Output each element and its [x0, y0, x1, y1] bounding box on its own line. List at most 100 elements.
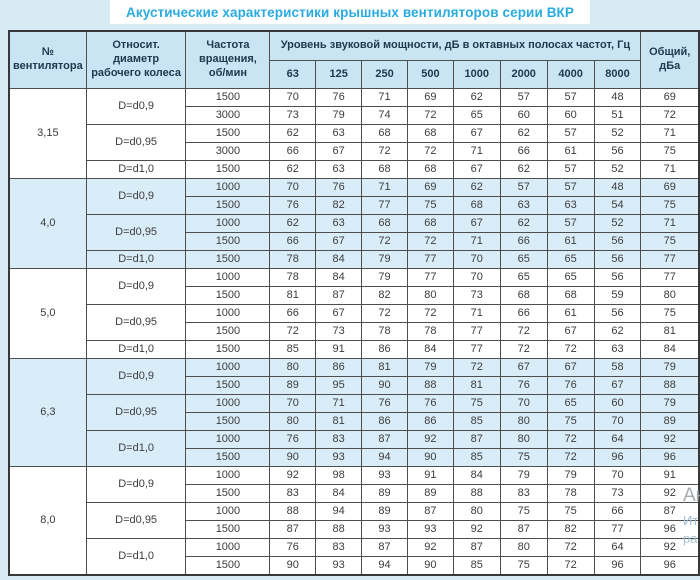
- total-cell: 92: [640, 430, 700, 449]
- spl-cell: 60: [546, 106, 595, 125]
- rpm-cell: 1000: [185, 358, 271, 377]
- spl-cell: 62: [452, 178, 501, 197]
- spl-cell: 89: [361, 484, 408, 503]
- spl-cell: 76: [406, 394, 454, 413]
- spl-cell: 73: [452, 286, 501, 305]
- spl-cell: 65: [546, 268, 595, 287]
- spl-cell: 78: [546, 484, 595, 503]
- spl-cell: 83: [315, 538, 363, 557]
- spl-cell: 62: [499, 214, 548, 233]
- spl-cell: 68: [361, 214, 408, 233]
- spl-cell: 79: [499, 466, 548, 485]
- rpm-cell: 1500: [185, 340, 271, 359]
- total-cell: 96: [640, 448, 700, 467]
- spl-cell: 51: [593, 106, 642, 125]
- title-band: Акустические характеристики крышных вент…: [0, 0, 700, 24]
- spl-cell: 61: [546, 304, 595, 323]
- table-row: 4,0 D=d0,9 1000 70 76 71 69 62 57 57 48 69: [8, 178, 700, 269]
- spl-cell: 79: [361, 250, 408, 269]
- rpm-cell: 3000: [185, 106, 271, 125]
- spl-cell: 68: [452, 196, 501, 215]
- spl-cell: 76: [315, 88, 363, 107]
- spl-cell: 56: [593, 268, 642, 287]
- table-row: 1500 90 93 94 90 85 75 72 96 96: [9, 448, 700, 467]
- spl-cell: 77: [593, 520, 642, 539]
- spl-cell: 67: [315, 304, 363, 323]
- table-row: D=d1,0 1000 76 83 87 92 87 80 72 64 92: [9, 430, 700, 467]
- spl-cell: 76: [499, 376, 548, 395]
- total-cell: 71: [640, 214, 700, 233]
- spl-cell: 71: [452, 304, 501, 323]
- spl-cell: 58: [593, 358, 642, 377]
- spl-cell: 62: [452, 88, 501, 107]
- spl-cell: 73: [593, 484, 642, 503]
- table-row: 5,0 D=d0,9 1000 78 84 79 77 70 65 65 56 77: [8, 268, 700, 359]
- spl-cell: 87: [361, 538, 408, 557]
- spl-cell: 78: [406, 322, 454, 341]
- table-row: 6,3 D=d0,9 1000 80 86 81 79 72 67 67 58 79: [8, 358, 700, 467]
- spl-cell: 93: [315, 448, 363, 467]
- spl-cell: 67: [546, 358, 595, 377]
- octave-column-header: 250: [361, 60, 408, 89]
- spl-cell: 62: [499, 124, 548, 143]
- table-row: 1500 72 73 78 78 77 72 67 62 81: [9, 322, 700, 341]
- spl-cell: 95: [315, 376, 363, 395]
- spl-cell: 93: [361, 520, 408, 539]
- spl-cell: 75: [546, 502, 595, 521]
- fan-number-cell: 6,3: [8, 358, 87, 467]
- spl-cell: 74: [361, 106, 408, 125]
- spl-cell: 65: [499, 268, 548, 287]
- spl-cell: 70: [269, 394, 317, 413]
- spl-cell: 84: [315, 250, 363, 269]
- table-row: 8,0 D=d0,9 1000 92 98 93 91 84 79 79 70 91: [8, 466, 700, 576]
- spl-cell: 89: [406, 484, 454, 503]
- spl-cell: 52: [593, 160, 642, 179]
- spl-cell: 76: [361, 394, 408, 413]
- total-cell: 75: [640, 304, 700, 323]
- spl-cell: 72: [546, 430, 595, 449]
- spl-cell: 72: [406, 232, 454, 251]
- spl-cell: 63: [315, 124, 363, 143]
- total-cell: 71: [640, 160, 700, 179]
- spl-cell: 65: [452, 106, 501, 125]
- spl-cell: 91: [406, 466, 454, 485]
- spl-cell: 76: [315, 178, 363, 197]
- rpm-cell: 1000: [185, 304, 271, 323]
- rpm-cell: 1500: [185, 88, 271, 107]
- spl-cell: 83: [499, 484, 548, 503]
- column-header-spl-span: Уровень звуковой мощности, дБ в октавных…: [269, 30, 642, 61]
- spl-cell: 67: [315, 232, 363, 251]
- spl-cell: 69: [406, 178, 454, 197]
- spl-cell: 75: [499, 448, 548, 467]
- spl-cell: 66: [269, 142, 317, 161]
- spl-cell: 48: [593, 178, 642, 197]
- spl-cell: 73: [269, 106, 317, 125]
- spl-cell: 65: [499, 250, 548, 269]
- table-row: 1500 76 82 77 75 68 63 63 54 75: [9, 196, 700, 215]
- spl-cell: 89: [269, 376, 317, 395]
- spl-cell: 67: [452, 124, 501, 143]
- spl-cell: 68: [499, 286, 548, 305]
- total-cell: 92: [640, 538, 700, 557]
- diameter-cell: D=d0,9: [85, 358, 187, 395]
- rpm-cell: 1000: [185, 178, 271, 197]
- spl-cell: 81: [452, 376, 501, 395]
- table-row: 1500 81 87 82 80 73 68 68 59 80: [9, 286, 700, 305]
- spl-cell: 60: [593, 394, 642, 413]
- diameter-cell: D=d0,95: [85, 214, 187, 251]
- spl-cell: 80: [406, 286, 454, 305]
- spl-cell: 72: [546, 556, 595, 576]
- rpm-cell: 3000: [185, 142, 271, 161]
- rpm-cell: 1500: [185, 376, 271, 395]
- spl-cell: 70: [452, 250, 501, 269]
- spl-cell: 63: [546, 196, 595, 215]
- spl-cell: 90: [406, 556, 454, 576]
- rpm-cell: 1000: [185, 268, 271, 287]
- spl-cell: 67: [499, 358, 548, 377]
- diameter-cell: D=d0,9: [85, 88, 187, 125]
- column-header-diameter: Относит. диаметр рабочего колеса: [85, 30, 187, 89]
- spl-cell: 98: [315, 466, 363, 485]
- spl-cell: 75: [499, 502, 548, 521]
- spl-cell: 72: [546, 448, 595, 467]
- total-cell: 69: [640, 178, 700, 197]
